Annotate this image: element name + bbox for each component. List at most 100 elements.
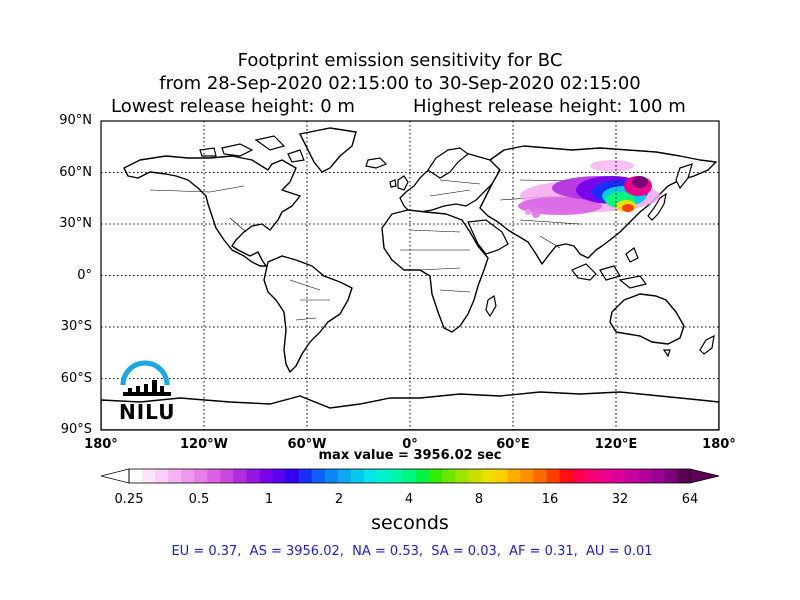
colorbar-swatch [637, 469, 652, 483]
colorbar-swatch [611, 469, 626, 483]
highest-release-height: Highest release height: 100 m [413, 96, 686, 117]
scandinavia [427, 147, 469, 179]
lat-label-0: 0° [77, 268, 92, 283]
colorbar-swatch [520, 469, 534, 483]
colorbar-swatch [168, 469, 182, 483]
indonesia-islands [571, 247, 648, 289]
colorbar-tick-label: 2 [334, 492, 344, 507]
lat-label-90n: 90°N [59, 113, 92, 128]
graticule [101, 121, 719, 430]
colorbar-tick-label: 16 [541, 492, 559, 507]
colorbar-swatch [559, 469, 574, 483]
colorbar-max-arrow [689, 468, 720, 484]
colorbar-swatch [194, 469, 208, 483]
colorbar-swatch [494, 469, 508, 483]
japan [647, 192, 667, 221]
colorbar-swatch [246, 469, 260, 483]
colorbar-swatch [429, 469, 443, 483]
british-isles [389, 175, 409, 191]
colorbar-swatch [442, 469, 456, 483]
colorbar-swatch [155, 469, 169, 483]
iceland [365, 157, 388, 169]
lowest-release-height: Lowest release height: 0 m [111, 96, 355, 117]
nilu-logo [120, 360, 171, 396]
map-area [101, 121, 719, 430]
lat-label-90s: 90°S [60, 422, 92, 437]
colorbar-swatch [363, 469, 378, 483]
colorbar-swatch [507, 469, 521, 483]
colorbar-swatch [376, 469, 391, 483]
colorbar-swatch [233, 469, 247, 483]
colorbar-swatch [402, 469, 417, 483]
colorbar [100, 468, 720, 484]
arctic-islands [199, 135, 305, 163]
colorbar-min-arrow [100, 468, 130, 484]
kamchatka [675, 163, 693, 190]
arabian-peninsula [467, 219, 509, 255]
max-value: max value = 3956.02 sec [318, 448, 502, 463]
title-line-1: Footprint emission sensitivity for BC [237, 50, 563, 71]
colorbar-swatch [663, 469, 678, 483]
colorbar-swatch [468, 469, 482, 483]
title-line-2: from 28-Sep-2020 02:15:00 to 30-Sep-2020… [159, 73, 641, 94]
colorbar-swatch [585, 469, 600, 483]
lon-label-180w: 180° [84, 437, 118, 452]
north-america-coastline [123, 155, 301, 267]
colorbar-swatch [350, 469, 365, 483]
region-totals: EU = 0.37, AS = 3956.02, NA = 0.53, SA =… [171, 544, 653, 559]
antarctica-coastline [101, 391, 719, 430]
colorbar-tick-label: 8 [474, 492, 484, 507]
colorbar-swatch [650, 469, 665, 483]
colorbar-swatch [220, 469, 234, 483]
australia-coastline [609, 293, 685, 345]
colorbar-tick-label: 0.5 [188, 492, 210, 507]
lat-label-60s: 60°S [60, 371, 92, 386]
lon-label-180e: 180° [702, 437, 736, 452]
colorbar-swatch [676, 469, 691, 483]
lon-label-120w: 120°W [180, 437, 228, 452]
colorbar-tick-label: 4 [404, 492, 414, 507]
africa-coastline [381, 209, 489, 333]
colorbar-swatch [389, 469, 404, 483]
lon-label-60w: 60°W [287, 437, 327, 452]
lat-label-30n: 30°N [59, 216, 92, 231]
colorbar-swatch [337, 469, 352, 483]
colorbar-swatch [129, 469, 143, 483]
colorbar-frame [128, 468, 691, 484]
madagascar [485, 295, 497, 318]
colorbar-swatch [533, 469, 547, 483]
footprint-plume [518, 160, 660, 218]
colorbar-swatch [298, 469, 313, 483]
lon-label-120e: 120°E [594, 437, 638, 452]
lat-label-60n: 60°N [59, 165, 92, 180]
map-frame [100, 120, 720, 431]
colorbar-swatch [572, 469, 587, 483]
colorbar-tick-label: 32 [611, 492, 629, 507]
country-borders [149, 179, 651, 321]
colorbar-swatch [142, 469, 156, 483]
greenland [298, 127, 357, 173]
colorbar-swatch [624, 469, 639, 483]
colorbar-tick-label: 0.25 [114, 492, 144, 507]
nilu-logo-text: NILU [119, 400, 176, 424]
colorbar-swatch [455, 469, 469, 483]
colorbar-swatch [481, 469, 495, 483]
colorbar-swatch [181, 469, 195, 483]
south-america-coastline [263, 255, 353, 373]
colorbar-swatch [311, 469, 326, 483]
colorbar-swatch [324, 469, 339, 483]
colorbar-swatch [416, 469, 430, 483]
lon-label-60e: 60°E [496, 437, 530, 452]
colorbar-swatch [259, 469, 274, 483]
lon-label-0: 0° [402, 437, 418, 452]
lat-label-30s: 30°S [60, 319, 92, 334]
colorbar-tick-label: 64 [681, 492, 699, 507]
colorbar-units: seconds [371, 512, 449, 534]
new-zealand [662, 334, 715, 358]
colorbar-swatch [272, 469, 287, 483]
colorbar-swatch [207, 469, 221, 483]
colorbar-swatch [598, 469, 613, 483]
colorbar-tick-label: 1 [264, 492, 274, 507]
colorbar-swatch [285, 469, 300, 483]
